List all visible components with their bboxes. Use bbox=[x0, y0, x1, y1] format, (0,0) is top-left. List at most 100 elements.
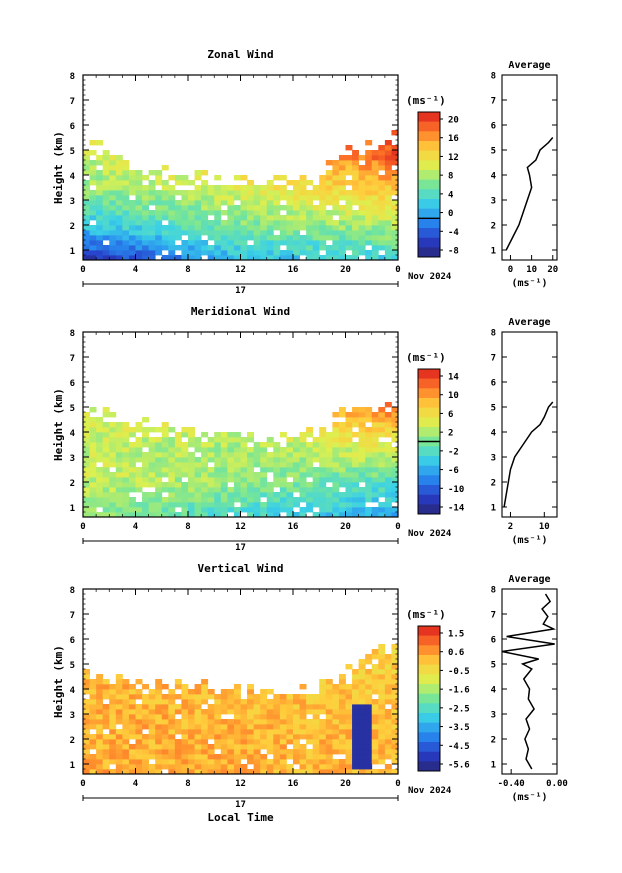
heatmap-cell bbox=[352, 442, 360, 448]
heatmap-cell bbox=[96, 155, 104, 161]
heatmap-cell bbox=[142, 734, 150, 740]
heatmap-cell bbox=[102, 482, 110, 488]
heatmap-cell bbox=[155, 477, 163, 483]
heatmap-cell bbox=[319, 694, 327, 700]
heatmap-cell bbox=[352, 155, 360, 161]
heatmap-cell bbox=[358, 744, 366, 750]
heatmap-cell bbox=[174, 497, 182, 503]
heatmap-cell bbox=[233, 240, 241, 246]
colorbar-swatch bbox=[418, 693, 440, 704]
heatmap-cell bbox=[345, 432, 353, 438]
heatmap-cell bbox=[391, 155, 399, 161]
heatmap-cell bbox=[227, 437, 235, 443]
heatmap-cell bbox=[293, 694, 300, 700]
heatmap-cell bbox=[233, 245, 241, 251]
heatmap-cell bbox=[201, 195, 209, 201]
heatmap-cell bbox=[293, 220, 300, 226]
heatmap-cell bbox=[135, 714, 143, 720]
heatmap-cell bbox=[201, 477, 209, 483]
heatmap-cell bbox=[142, 220, 150, 226]
heatmap-cell bbox=[332, 230, 340, 236]
heatmap-cell bbox=[273, 729, 281, 735]
heatmap-cell bbox=[83, 684, 90, 690]
heatmap-cell bbox=[227, 709, 235, 715]
heatmap-cell bbox=[325, 764, 333, 770]
heatmap-cell bbox=[201, 754, 209, 760]
heatmap-cell bbox=[253, 190, 261, 196]
heatmap-cell bbox=[155, 709, 163, 715]
colorbar-frame bbox=[417, 625, 441, 772]
heatmap-cell bbox=[371, 749, 379, 755]
heatmap-cell bbox=[240, 442, 248, 448]
heatmap-cell bbox=[338, 477, 346, 483]
heatmap-cell bbox=[279, 240, 287, 246]
y-tick-label: 5 bbox=[70, 404, 75, 414]
heatmap-cell bbox=[214, 462, 222, 468]
heatmap-cell bbox=[115, 684, 123, 690]
heatmap-cell bbox=[312, 235, 320, 241]
heatmap-cell bbox=[102, 180, 110, 186]
heatmap-cell bbox=[96, 467, 104, 473]
heatmap-cell bbox=[378, 714, 386, 720]
heatmap-cell bbox=[201, 472, 209, 478]
heatmap-cell bbox=[142, 694, 150, 700]
heatmap-cell bbox=[384, 769, 392, 775]
colorbar-swatch bbox=[418, 160, 440, 171]
heatmap-cell bbox=[161, 200, 169, 206]
heatmap-cell bbox=[142, 764, 150, 770]
heatmap-cell bbox=[109, 200, 117, 206]
heatmap-cell bbox=[299, 744, 307, 750]
heatmap-cell bbox=[96, 432, 104, 438]
heatmap-cell bbox=[122, 769, 130, 775]
heatmap-cell bbox=[286, 180, 294, 186]
heatmap-cell bbox=[201, 432, 209, 438]
profile-title: Average bbox=[508, 60, 550, 71]
heatmap-cell bbox=[214, 250, 222, 256]
heatmap-cell bbox=[371, 739, 379, 745]
heatmap-cell bbox=[391, 437, 399, 443]
heatmap-cell bbox=[174, 729, 182, 735]
heatmap-cell bbox=[391, 190, 399, 196]
colorbar-swatch bbox=[418, 179, 440, 190]
colorbar-swatch bbox=[418, 664, 440, 675]
heatmap-cell bbox=[384, 140, 392, 146]
heatmap-cell bbox=[148, 734, 156, 740]
heatmap-cell bbox=[286, 452, 294, 458]
heatmap-cell bbox=[128, 507, 136, 513]
heatmap-cell bbox=[102, 764, 110, 770]
heatmap-cell bbox=[161, 739, 169, 745]
heatmap-cell bbox=[233, 447, 241, 453]
heatmap-cell bbox=[358, 714, 366, 720]
heatmap-cell bbox=[312, 482, 320, 488]
heatmap-cell bbox=[279, 467, 287, 473]
heatmap-cell bbox=[266, 759, 274, 765]
heatmap-cell bbox=[115, 155, 123, 161]
heatmap-cell bbox=[89, 250, 97, 256]
heatmap-cell bbox=[109, 729, 117, 735]
heatmap-cell bbox=[345, 422, 353, 428]
heatmap-cell bbox=[227, 195, 235, 201]
heatmap-cell bbox=[338, 245, 346, 251]
heatmap-cell bbox=[135, 195, 143, 201]
heatmap-cell bbox=[384, 654, 392, 660]
heatmap-cell bbox=[384, 165, 392, 171]
heatmap-cell bbox=[188, 432, 195, 438]
heatmap-cell bbox=[155, 437, 163, 443]
colorbar-tick-label: -3.5 bbox=[448, 723, 470, 733]
heatmap-cell bbox=[194, 447, 202, 453]
heatmap-cell bbox=[299, 175, 307, 181]
heatmap-cell bbox=[384, 150, 392, 156]
heatmap-cell bbox=[207, 694, 215, 700]
heatmap-cell bbox=[233, 497, 241, 503]
heatmap-cell bbox=[306, 704, 314, 710]
heatmap-cell bbox=[89, 175, 97, 181]
x-tick-label: 4 bbox=[133, 522, 139, 532]
heatmap-cell bbox=[168, 714, 176, 720]
heatmap-cell bbox=[233, 452, 241, 458]
heatmap-cell bbox=[148, 442, 156, 448]
heatmap-cell bbox=[371, 185, 379, 191]
heatmap-cell bbox=[122, 689, 130, 695]
colorbar-swatch bbox=[418, 456, 440, 466]
heatmap-cell bbox=[207, 724, 215, 730]
x-tick-label: 0 bbox=[395, 265, 400, 275]
